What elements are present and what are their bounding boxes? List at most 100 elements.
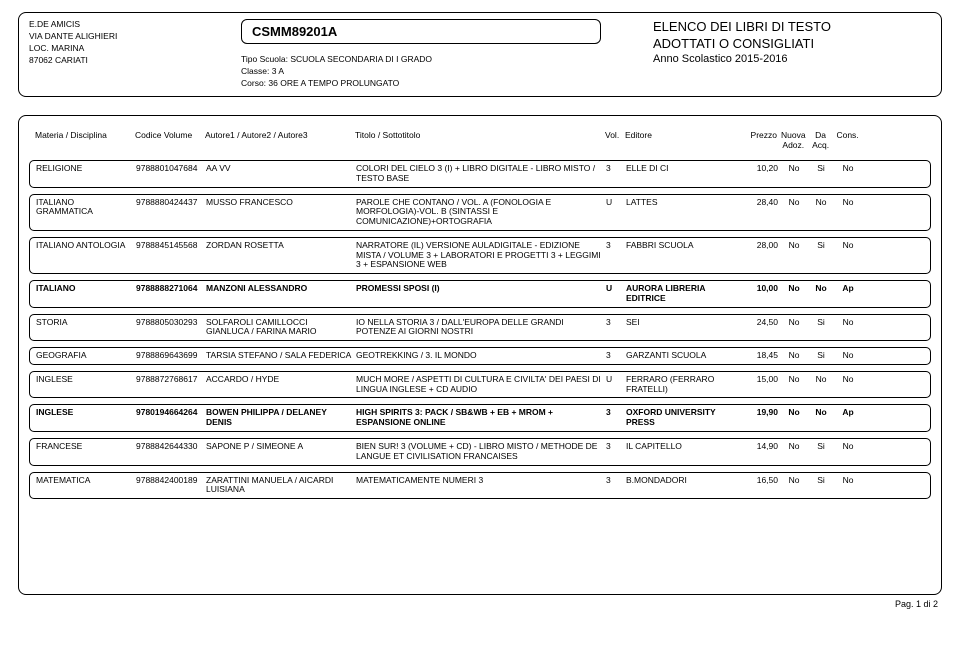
book-list-container: Materia / Disciplina Codice Volume Autor… xyxy=(18,115,942,595)
table-row: INGLESE9780194664264BOWEN PHILIPPA / DEL… xyxy=(29,404,931,432)
corso-line: Corso: 36 ORE A TEMPO PROLUNGATO xyxy=(241,78,601,88)
cell-vol: 3 xyxy=(604,351,624,361)
cell-da: Si xyxy=(808,476,834,486)
classe-label: Classe: xyxy=(241,66,269,76)
col-nuova: Nuova Adoz. xyxy=(779,130,808,150)
tipo-line: Tipo Scuola: SCUOLA SECONDARIA DI I GRAD… xyxy=(241,54,601,64)
cell-cons: Ap xyxy=(834,284,862,294)
cell-nuova: No xyxy=(780,284,808,294)
cell-nuova: No xyxy=(780,318,808,328)
cell-codice: 9788869643699 xyxy=(134,351,204,361)
cell-nuova: No xyxy=(780,241,808,251)
school-city: 87062 CARIATI xyxy=(29,55,229,65)
cell-cons: No xyxy=(834,164,862,174)
cell-nuova: No xyxy=(780,375,808,385)
cell-editore: B.MONDADORI xyxy=(624,476,744,486)
cell-autore: TARSIA STEFANO / SALA FEDERICA xyxy=(204,351,354,361)
cell-da: No xyxy=(808,284,834,294)
cell-titolo: BIEN SUR! 3 (VOLUME + CD) - LIBRO MISTO … xyxy=(354,442,604,462)
cell-prezzo: 19,90 xyxy=(744,408,780,418)
cell-editore: ELLE DI CI xyxy=(624,164,744,174)
cell-editore: AURORA LIBRERIA EDITRICE xyxy=(624,284,744,304)
cell-autore: ZORDAN ROSETTA xyxy=(204,241,354,251)
cell-nuova: No xyxy=(780,164,808,174)
col-cons: Cons. xyxy=(834,130,862,150)
cell-materia: ITALIANO ANTOLOGIA xyxy=(34,241,134,251)
cell-titolo: GEOTREKKING / 3. IL MONDO xyxy=(354,351,604,361)
school-code: CSMM89201A xyxy=(241,19,601,44)
cell-autore: MANZONI ALESSANDRO xyxy=(204,284,354,294)
document-title-block: ELENCO DEI LIBRI DI TESTO ADOTTATI O CON… xyxy=(613,19,931,65)
cell-autore: ZARATTINI MANUELA / AICARDI LUISIANA xyxy=(204,476,354,496)
cell-vol: 3 xyxy=(604,476,624,486)
cell-vol: U xyxy=(604,375,624,385)
cell-nuova: No xyxy=(780,198,808,208)
cell-cons: No xyxy=(834,351,862,361)
school-name: E.DE AMICIS xyxy=(29,19,229,29)
cell-titolo: NARRATORE (IL) VERSIONE AULADIGITALE - E… xyxy=(354,241,604,270)
cell-autore: BOWEN PHILIPPA / DELANEY DENIS xyxy=(204,408,354,428)
cell-codice: 9788842400189 xyxy=(134,476,204,486)
tipo-label: Tipo Scuola: xyxy=(241,54,288,64)
cell-editore: SEI xyxy=(624,318,744,328)
table-row: STORIA9788805030293SOLFAROLI CAMILLOCCI … xyxy=(29,314,931,342)
cell-codice: 9788805030293 xyxy=(134,318,204,328)
cell-editore: FABBRI SCUOLA xyxy=(624,241,744,251)
cell-da: Si xyxy=(808,164,834,174)
table-row: FRANCESE9788842644330SAPONE P / SIMEONE … xyxy=(29,438,931,466)
cell-materia: MATEMATICA xyxy=(34,476,134,486)
cell-codice: 9788845145568 xyxy=(134,241,204,251)
school-address-block: E.DE AMICIS VIA DANTE ALIGHIERI LOC. MAR… xyxy=(29,19,229,65)
cell-cons: No xyxy=(834,476,862,486)
cell-materia: ITALIANO xyxy=(34,284,134,294)
school-meta-block: CSMM89201A Tipo Scuola: SCUOLA SECONDARI… xyxy=(241,19,601,88)
table-row: MATEMATICA9788842400189ZARATTINI MANUELA… xyxy=(29,472,931,500)
cell-editore: OXFORD UNIVERSITY PRESS xyxy=(624,408,744,428)
page-footer: Pag. 1 di 2 xyxy=(18,599,942,609)
cell-da: No xyxy=(808,198,834,208)
tipo-value: SCUOLA SECONDARIA DI I GRADO xyxy=(290,54,432,64)
cell-prezzo: 14,90 xyxy=(744,442,780,452)
cell-prezzo: 10,00 xyxy=(744,284,780,294)
cell-autore: SOLFAROLI CAMILLOCCI GIANLUCA / FARINA M… xyxy=(204,318,354,338)
cell-autore: SAPONE P / SIMEONE A xyxy=(204,442,354,452)
cell-editore: FERRARO (FERRARO FRATELLI) xyxy=(624,375,744,395)
cell-editore: LATTES xyxy=(624,198,744,208)
cell-codice: 9788872768617 xyxy=(134,375,204,385)
cell-cons: No xyxy=(834,198,862,208)
cell-titolo: PROMESSI SPOSI (I) xyxy=(354,284,604,294)
cell-cons: No xyxy=(834,375,862,385)
col-titolo: Titolo / Sottotitolo xyxy=(353,130,603,150)
table-row: INGLESE9788872768617ACCARDO / HYDEMUCH M… xyxy=(29,371,931,399)
cell-cons: No xyxy=(834,442,862,452)
cell-codice: 9788880424437 xyxy=(134,198,204,208)
cell-titolo: IO NELLA STORIA 3 / DALL'EUROPA DELLE GR… xyxy=(354,318,604,338)
cell-titolo: PAROLE CHE CONTANO / VOL. A (FONOLOGIA E… xyxy=(354,198,604,227)
cell-cons: No xyxy=(834,318,862,328)
cell-materia: STORIA xyxy=(34,318,134,328)
cell-nuova: No xyxy=(780,476,808,486)
col-prezzo: Prezzo xyxy=(743,130,779,150)
cell-prezzo: 16,50 xyxy=(744,476,780,486)
cell-cons: Ap xyxy=(834,408,862,418)
cell-autore: ACCARDO / HYDE xyxy=(204,375,354,385)
school-street: VIA DANTE ALIGHIERI xyxy=(29,31,229,41)
cell-materia: INGLESE xyxy=(34,375,134,385)
cell-nuova: No xyxy=(780,442,808,452)
cell-editore: GARZANTI SCUOLA xyxy=(624,351,744,361)
cell-materia: GEOGRAFIA xyxy=(34,351,134,361)
table-row: GEOGRAFIA9788869643699TARSIA STEFANO / S… xyxy=(29,347,931,365)
cell-vol: 3 xyxy=(604,318,624,328)
col-materia: Materia / Disciplina xyxy=(33,130,133,150)
cell-vol: 3 xyxy=(604,241,624,251)
cell-da: No xyxy=(808,375,834,385)
corso-label: Corso: xyxy=(241,78,266,88)
cell-codice: 9788842644330 xyxy=(134,442,204,452)
cell-da: Si xyxy=(808,241,834,251)
table-row: ITALIANO9788888271064MANZONI ALESSANDROP… xyxy=(29,280,931,308)
table-row: ITALIANO GRAMMATICA9788880424437MUSSO FR… xyxy=(29,194,931,231)
cell-autore: MUSSO FRANCESCO xyxy=(204,198,354,208)
cell-titolo: COLORI DEL CIELO 3 (I) + LIBRO DIGITALE … xyxy=(354,164,604,184)
cell-nuova: No xyxy=(780,408,808,418)
cell-prezzo: 10,20 xyxy=(744,164,780,174)
